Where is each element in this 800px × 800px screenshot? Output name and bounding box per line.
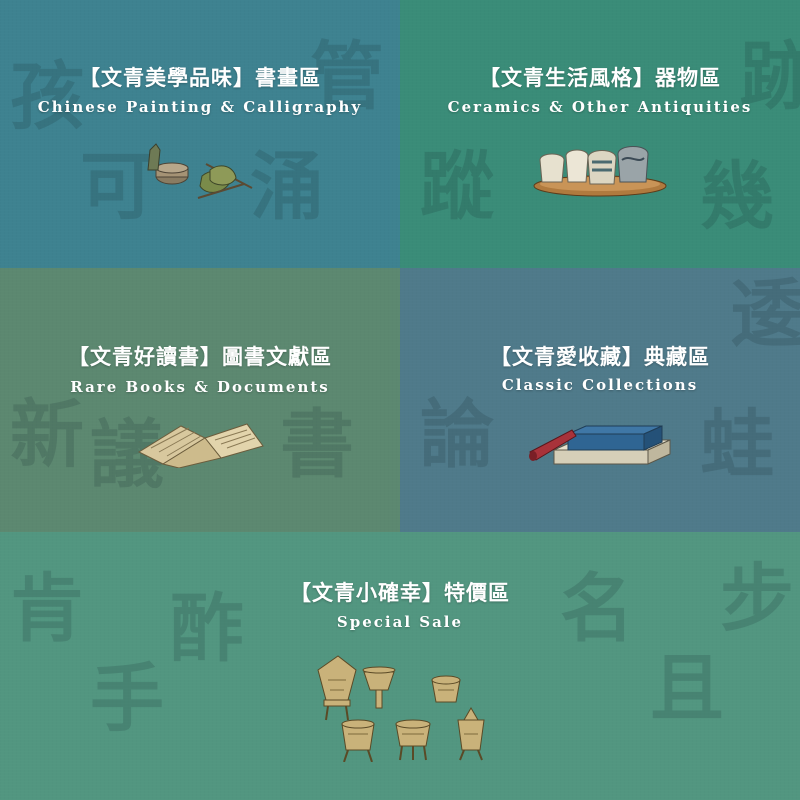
calligraphy-texture: 幾 bbox=[700, 154, 774, 240]
tile-ceramics-antiquities[interactable]: 蹤 幾 跡 【文青生活風格】器物區 Ceramics & Other Antiq… bbox=[400, 0, 800, 268]
tile-title-en: Classic Collections bbox=[501, 376, 699, 394]
tile-painting-calligraphy[interactable]: 孩 可 涌 管 【文青美學品味】書畫區 Chinese Painting & C… bbox=[0, 0, 400, 268]
calligraphy-texture: 跡 bbox=[740, 34, 800, 120]
calligraphy-texture: 孩 bbox=[10, 54, 84, 140]
calligraphy-texture: 名 bbox=[560, 566, 634, 652]
calligraphy-texture: 酢 bbox=[170, 586, 244, 672]
tile-background bbox=[0, 0, 400, 268]
tile-title-zh: 【文青生活風格】器物區 bbox=[479, 66, 721, 90]
tile-background bbox=[0, 268, 400, 532]
calligraphy-texture: 涌 bbox=[250, 144, 324, 230]
calligraphy-texture: 可 bbox=[80, 144, 154, 230]
brush-and-ink-icon bbox=[140, 140, 260, 210]
calligraphy-texture: 書 bbox=[280, 402, 354, 488]
tile-title-zh: 【文青小確幸】特價區 bbox=[290, 581, 510, 605]
calligraphy-texture: 新 bbox=[10, 392, 84, 478]
ceramic-jars-icon bbox=[530, 142, 670, 198]
tile-classic-collections[interactable]: 論 蛙 逶 【文青愛收藏】典藏區 Classic Collections bbox=[400, 268, 800, 532]
tile-title-zh: 【文青好讀書】圖書文獻區 bbox=[68, 345, 332, 369]
calligraphy-texture: 步 bbox=[720, 556, 794, 642]
tile-background bbox=[400, 0, 800, 268]
stacked-books-icon bbox=[528, 420, 674, 470]
calligraphy-texture: 肯 bbox=[10, 566, 84, 652]
bronze-vessels-icon bbox=[308, 650, 498, 762]
calligraphy-texture: 蛙 bbox=[700, 402, 774, 488]
calligraphy-texture: 蹤 bbox=[420, 144, 494, 230]
tile-title-en: Special Sale bbox=[336, 613, 464, 631]
tile-title-en: Chinese Painting & Calligraphy bbox=[37, 98, 363, 116]
tile-rare-books[interactable]: 新 議 書 【文青好讀書】圖書文獻區 Rare Books & Document… bbox=[0, 268, 400, 532]
calligraphy-texture: 逶 bbox=[730, 272, 800, 358]
calligraphy-texture: 管 bbox=[310, 34, 384, 120]
calligraphy-texture: 且 bbox=[650, 646, 724, 732]
tile-title-zh: 【文青愛收藏】典藏區 bbox=[490, 345, 710, 369]
tile-special-sale[interactable]: 肯 手 酢 名 且 步 【文青小確幸】特價區 Special Sale bbox=[0, 532, 800, 800]
tile-background bbox=[400, 268, 800, 532]
calligraphy-texture: 手 bbox=[90, 656, 164, 742]
tile-title-en: Ceramics & Other Antiquities bbox=[447, 98, 753, 116]
tile-title-en: Rare Books & Documents bbox=[70, 378, 330, 396]
tile-title-zh: 【文青美學品味】書畫區 bbox=[79, 66, 321, 90]
calligraphy-texture: 論 bbox=[420, 392, 494, 478]
open-book-icon bbox=[135, 418, 267, 468]
